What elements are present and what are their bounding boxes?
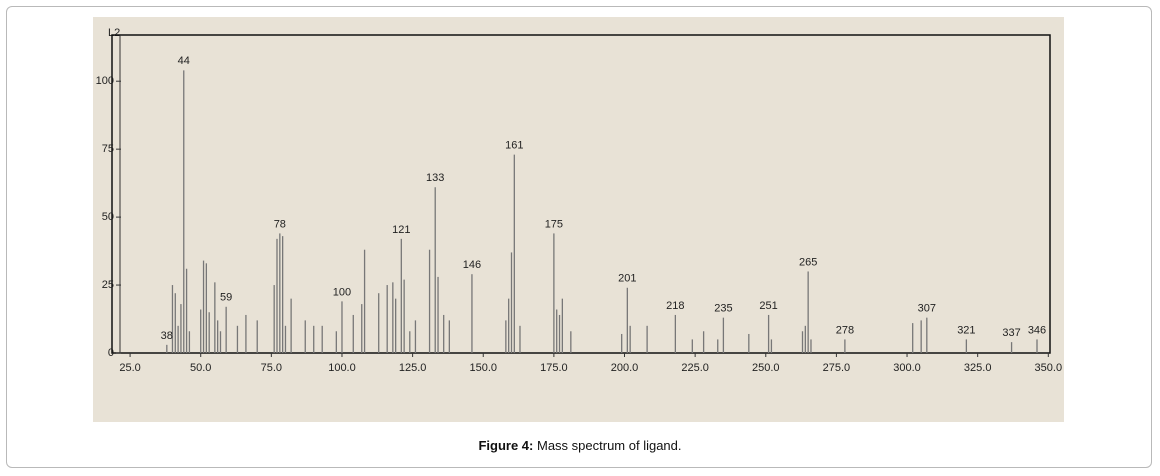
y-tick-label: 100 [96, 75, 114, 87]
y-tick-label: 25 [102, 279, 114, 291]
y-tick-label: 50 [102, 211, 114, 223]
peak-label: 337 [1002, 327, 1020, 339]
peak-label: 346 [1028, 324, 1046, 336]
peak-label: 278 [836, 324, 854, 336]
peak-label: 146 [463, 259, 481, 271]
peak-label: 38 [161, 330, 173, 342]
x-tick-label: 50.0 [190, 362, 211, 374]
peak-label: 121 [392, 224, 410, 236]
peak-label: 133 [426, 172, 444, 184]
x-tick-label: 350.0 [1035, 362, 1063, 374]
x-tick-label: 150.0 [469, 362, 497, 374]
top-label: L2 [108, 27, 120, 39]
x-tick-label: 300.0 [893, 362, 921, 374]
x-tick-label: 250.0 [752, 362, 780, 374]
x-tick-label: 100.0 [328, 362, 356, 374]
peak-label: 161 [505, 139, 523, 151]
caption-text: Mass spectrum of ligand. [537, 438, 682, 453]
x-tick-label: 25.0 [119, 362, 140, 374]
figure-frame [6, 6, 1152, 468]
peak-label: 235 [714, 303, 732, 315]
x-tick-label: 125.0 [399, 362, 427, 374]
peak-label: 100 [333, 286, 351, 298]
scan-background [93, 17, 1064, 422]
x-tick-label: 175.0 [540, 362, 568, 374]
peak-label: 218 [666, 300, 684, 312]
peak-label: 175 [545, 218, 563, 230]
x-tick-label: 275.0 [823, 362, 851, 374]
peak-label: 59 [220, 292, 232, 304]
peak-label: 307 [918, 303, 936, 315]
x-tick-label: 75.0 [261, 362, 282, 374]
y-tick-label: 75 [102, 143, 114, 155]
y-tick-label: 0 [108, 347, 114, 359]
x-tick-label: 325.0 [964, 362, 992, 374]
caption-label: Figure 4: [478, 438, 534, 453]
plot-frame [111, 34, 1051, 354]
peak-label: 321 [957, 324, 975, 336]
caption: Figure 4: Mass spectrum of ligand. [0, 438, 1160, 453]
peak-label: 78 [274, 218, 286, 230]
peak-label: 44 [178, 55, 190, 67]
peak-label: 265 [799, 256, 817, 268]
x-tick-label: 200.0 [611, 362, 639, 374]
x-tick-label: 225.0 [681, 362, 709, 374]
peak-label: 251 [759, 300, 777, 312]
peak-label: 201 [618, 273, 636, 285]
